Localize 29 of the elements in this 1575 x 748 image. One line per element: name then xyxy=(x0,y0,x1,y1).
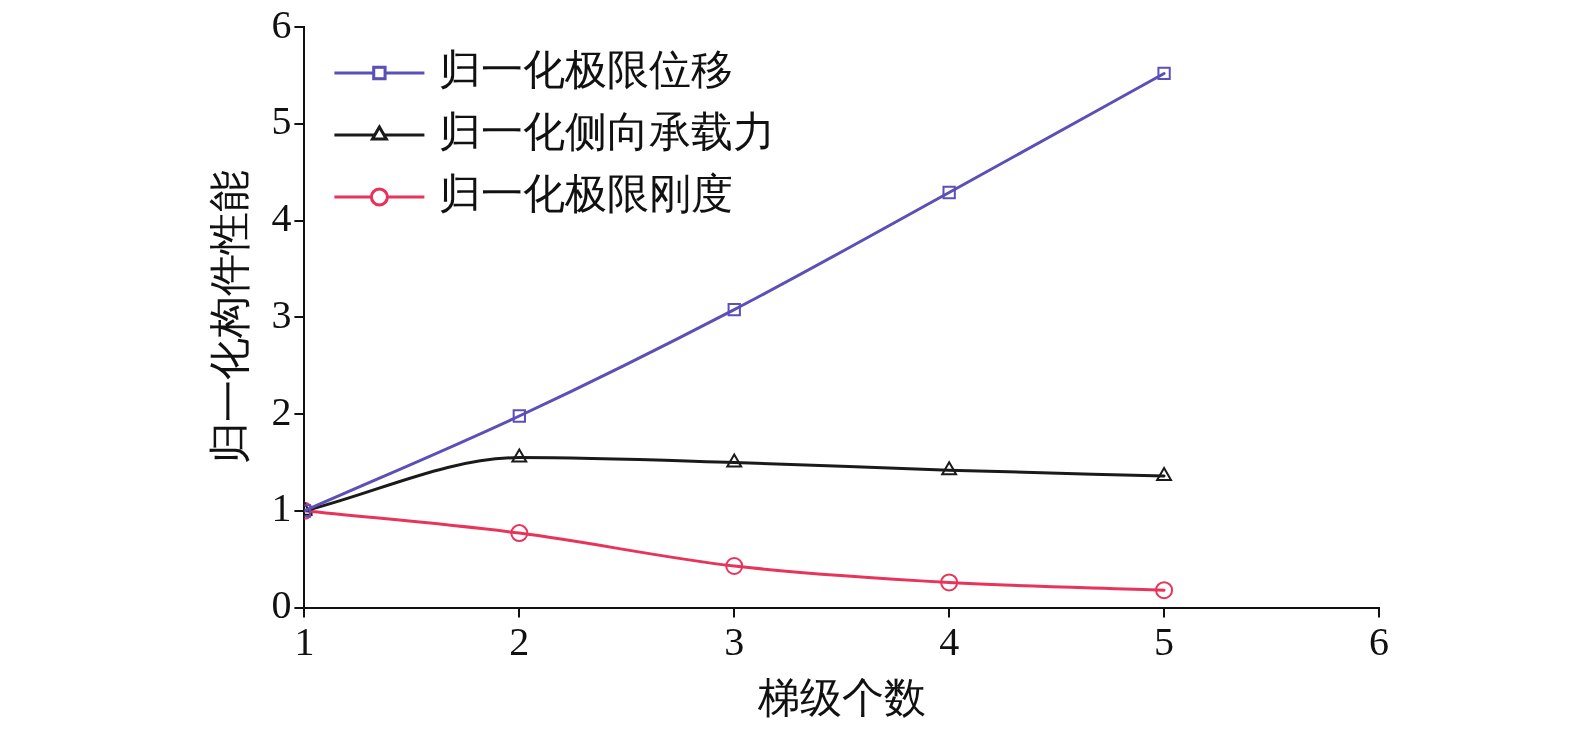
y-tick-label: 2 xyxy=(271,388,292,434)
legend-label: 归一化极限刚度 xyxy=(439,171,734,218)
x-tick-label: 5 xyxy=(1154,619,1175,665)
y-tick-label: 1 xyxy=(271,485,292,531)
point xyxy=(512,409,526,423)
point xyxy=(726,453,743,468)
point xyxy=(942,185,956,200)
point xyxy=(940,573,959,592)
y-tick-label: 5 xyxy=(271,98,292,144)
point xyxy=(1155,581,1174,600)
x-axis-title: 梯级个数 xyxy=(756,674,926,721)
point xyxy=(727,302,741,317)
y-tick-label: 0 xyxy=(271,582,292,628)
y-tick-label: 3 xyxy=(271,291,292,337)
point xyxy=(941,461,958,476)
point xyxy=(725,556,744,575)
point xyxy=(1157,66,1171,81)
point xyxy=(1156,467,1173,481)
legend-label: 归一化侧向承载力 xyxy=(439,109,776,156)
x-tick-label: 6 xyxy=(1369,619,1389,665)
y-tick-label: 4 xyxy=(271,195,292,241)
point xyxy=(511,448,528,463)
x-tick-label: 2 xyxy=(509,619,530,665)
y-axis-title: 归一化构件性能 xyxy=(207,170,254,465)
legend-label: 归一化极限位移 xyxy=(439,47,734,94)
y-tick-label: 6 xyxy=(271,1,292,47)
x-tick-label: 3 xyxy=(724,619,745,665)
point xyxy=(510,524,529,543)
x-tick-label: 4 xyxy=(939,619,960,665)
